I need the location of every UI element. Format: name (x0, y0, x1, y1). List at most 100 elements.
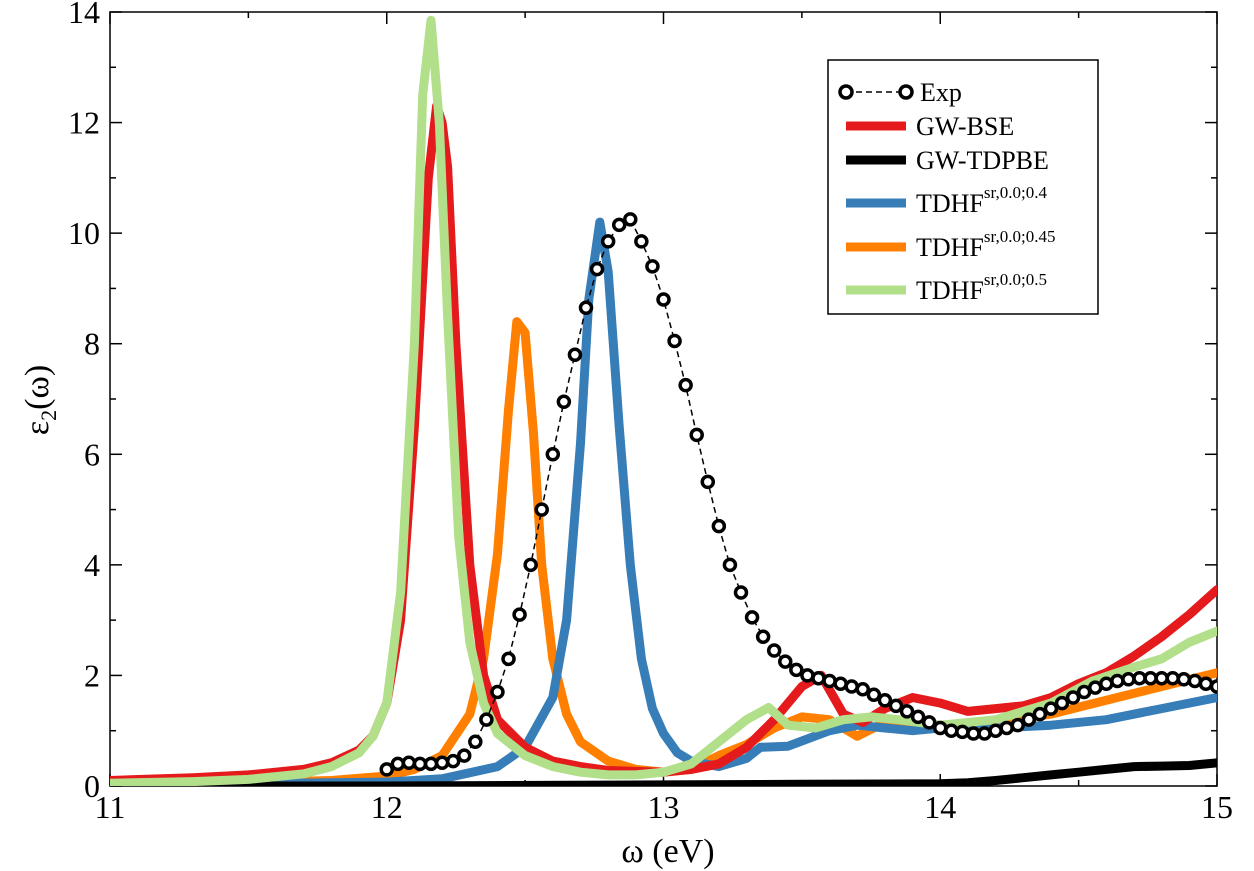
y-tick-label: 12 (68, 105, 100, 141)
exp-data-point (766, 643, 782, 658)
exp-data-point (999, 720, 1014, 736)
x-tick-label: 14 (924, 789, 956, 825)
exp-data-point (445, 753, 461, 769)
series-layer (110, 15, 1217, 786)
x-tick-label: 13 (648, 789, 680, 825)
x-axis-label: ω (eV) (621, 833, 714, 870)
exp-data-point (789, 662, 804, 678)
legend-label-exp: Exp (920, 78, 962, 107)
exp-data-point (589, 261, 605, 277)
exp-data-point (689, 427, 704, 443)
exp-data-point (556, 394, 572, 410)
exp-data-point (490, 684, 505, 700)
exp-data-point (1065, 690, 1081, 705)
legend-item-gw-tdpbe: GW-TDPBE (846, 146, 1049, 175)
exp-data-point (479, 712, 494, 727)
exp-data-point (1121, 672, 1136, 687)
exp-data-point (1032, 706, 1048, 722)
exp-data-point (534, 502, 549, 517)
exp-data-point (401, 755, 417, 771)
exp-data-point (1010, 717, 1025, 733)
exp-data-point (977, 726, 992, 741)
exp-data-point (1110, 673, 1125, 689)
exp-data-point (623, 212, 638, 227)
y-axis-label: ε2(ω) (19, 365, 61, 435)
x-tick-label: 15 (1201, 789, 1233, 825)
exp-data-point (921, 715, 937, 730)
exp-data-point (855, 682, 871, 697)
exp-data-point (1021, 712, 1037, 727)
legend-label-gw-tdpbe: GW-TDPBE (916, 146, 1049, 175)
legend-label-tdhf-04: TDHFsr,0.0;0.4 (916, 183, 1047, 218)
exp-data-point (822, 673, 837, 689)
exp-data-point (645, 259, 660, 274)
y-tick-label: 6 (84, 436, 100, 472)
legend-item-gw-bse: GW-BSE (846, 112, 1014, 141)
exp-data-point (800, 668, 815, 683)
legend: Exp GW-BSE GW-TDPBE TDHFsr,0.0;0.4 TDHFs… (827, 59, 1099, 315)
exp-data-point (1043, 701, 1059, 716)
exp-data-point (611, 217, 627, 233)
exp-data-point (744, 610, 760, 625)
exp-data-point (755, 629, 771, 644)
exp-data-point (778, 654, 793, 669)
series-line-5 (110, 15, 1217, 786)
y-tick-label: 10 (68, 215, 100, 251)
exp-data-point (877, 693, 893, 708)
exp-data-point (634, 234, 649, 249)
legend-marker (838, 84, 854, 100)
y-tick-label: 4 (84, 547, 100, 583)
exp-data-point (667, 333, 682, 349)
y-tick-label: 2 (84, 657, 100, 693)
legend-item-exp: Exp (838, 78, 962, 107)
exp-data-point (899, 704, 915, 719)
exp-data-point (933, 720, 948, 736)
exp-data-point (578, 300, 594, 316)
exp-data-point (1176, 672, 1192, 687)
exp-data-point (888, 698, 904, 714)
exp-data-point (1198, 676, 1214, 691)
exp-data-point (656, 292, 671, 307)
legend-item-tdhf-05: TDHFsr,0.0;0.5 (846, 270, 1047, 305)
exp-data-point (600, 234, 616, 249)
exp-data-point (379, 762, 394, 777)
exp-data-point (844, 679, 859, 694)
exp-data-point (1165, 670, 1180, 686)
legend-marker (898, 84, 914, 100)
legend-box (827, 59, 1099, 315)
exp-data-point (700, 474, 716, 490)
exp-data-point (423, 756, 439, 772)
exp-data-point (1187, 673, 1203, 689)
exp-data-point (434, 755, 450, 771)
exp-data-point (988, 723, 1003, 738)
exp-data-point (456, 748, 472, 763)
legend-item-tdhf-04: TDHFsr,0.0;0.4 (846, 183, 1047, 218)
exp-data-point (944, 723, 959, 738)
exp-data-point (1209, 679, 1217, 694)
legend-item-tdhf-045: TDHFsr,0.0;0.45 (846, 227, 1055, 262)
exp-data-point (512, 607, 527, 622)
exp-data-point (468, 734, 483, 750)
series-line-2 (110, 758, 1217, 786)
legend-label-tdhf-045: TDHFsr,0.0;0.45 (916, 227, 1055, 262)
y-tick-label: 14 (68, 0, 100, 30)
y-axis-ticks: 0 2 4 6 8 10 12 14 (68, 0, 1217, 804)
exp-data-point (678, 377, 693, 393)
exp-data-point (866, 687, 882, 703)
y-tick-label: 8 (84, 326, 100, 362)
exp-data-point (501, 651, 516, 667)
x-tick-label: 12 (371, 789, 403, 825)
exp-data-point (711, 518, 727, 534)
exp-data-point (955, 724, 970, 740)
legend-label-gw-bse: GW-BSE (916, 112, 1014, 141)
y-tick-label: 0 (84, 768, 100, 804)
exp-data-point (545, 447, 561, 462)
exp-data-point (523, 557, 538, 573)
x-tick-label: 11 (95, 789, 126, 825)
exp-data-point (1054, 695, 1070, 711)
exp-data-point (1099, 676, 1114, 691)
exp-data-point (910, 709, 926, 725)
exp-data-point (390, 756, 406, 772)
exp-data-point (733, 585, 749, 600)
exp-data-point (567, 347, 583, 363)
